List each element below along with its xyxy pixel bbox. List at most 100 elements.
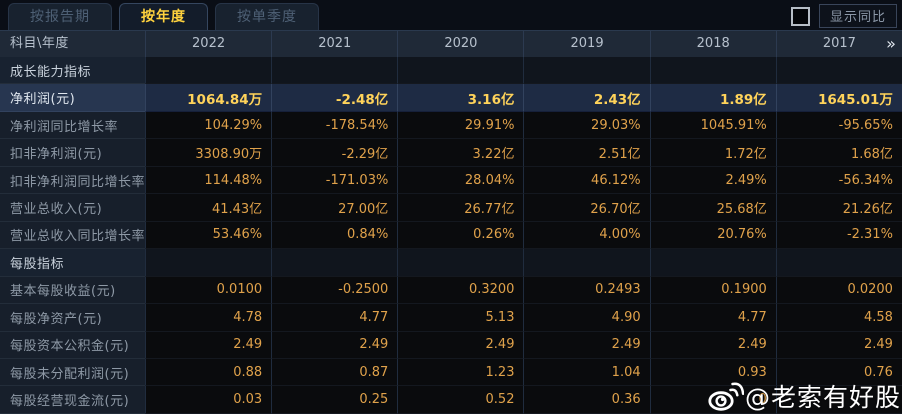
cell: [775, 57, 902, 85]
table-row: 每股未分配利润(元) 0.88 0.87 1.23 1.04 0.93 0.76: [0, 358, 902, 387]
column-header-2019: 2019: [523, 31, 649, 57]
cell: [397, 249, 524, 277]
cell: [775, 386, 902, 414]
column-header-label: 2022: [192, 36, 226, 51]
cell: 4.77: [649, 304, 776, 332]
row-label: 每股净资产(元): [0, 304, 145, 332]
cell: 46.12%: [523, 166, 650, 195]
table-header-row: 科目\年度 2022 2021 2020 2019 2018 2017 »: [0, 30, 902, 57]
table-row: 扣非净利润同比增长率 114.48% -171.03% 28.04% 46.12% 2.4…: [0, 166, 902, 195]
table-row: 营业总收入(元) 41.43亿 27.00亿 26.77亿 26.70亿 25.68亿 21…: [0, 194, 902, 222]
cell: [271, 249, 398, 277]
row-label: 营业总收入同比增长率: [0, 221, 145, 250]
cell: 25.68亿: [649, 194, 776, 222]
table-row: 扣非净利润(元) 3308.90万 -2.29亿 3.22亿 2.51亿 1.72亿 1.6…: [0, 139, 902, 167]
tab-1[interactable]: 按年度: [119, 3, 208, 30]
tab-0[interactable]: 按报告期: [8, 3, 112, 30]
cell: 26.77亿: [397, 194, 524, 222]
cell: 5.13: [397, 304, 524, 332]
cell: 3.16亿: [397, 84, 524, 112]
cell: 0.87: [271, 358, 398, 387]
cell: 29.03%: [523, 111, 650, 140]
cell: 2.49: [397, 331, 524, 359]
column-header-label: 2019: [570, 36, 604, 51]
cell: 4.00%: [523, 221, 650, 250]
cell: [145, 57, 272, 85]
row-label: 扣非净利润同比增长率: [0, 166, 145, 195]
table-row: 每股资本公积金(元) 2.49 2.49 2.49 2.49 2.49 2.49: [0, 331, 902, 359]
cell: 26.70亿: [523, 194, 650, 222]
table-row: 营业总收入同比增长率 53.46% 0.84% 0.26% 4.00% 20.76% -2.…: [0, 221, 902, 250]
column-header-2018: 2018: [649, 31, 776, 57]
cell: [397, 57, 524, 85]
cell: -0.2500: [271, 276, 398, 305]
more-columns-icon[interactable]: »: [886, 34, 896, 53]
cell: 0.93: [649, 358, 776, 387]
cell: 2.49: [649, 331, 776, 359]
cell: 0.03: [145, 386, 272, 414]
cell: 0: [649, 386, 776, 414]
cell: 3308.90万: [145, 139, 272, 167]
cell: 0.0200: [775, 276, 902, 305]
cell: 0.25: [271, 386, 398, 414]
cell: [649, 249, 776, 277]
cell: [523, 57, 650, 85]
cell: 1.89亿: [649, 84, 776, 112]
cell: [649, 57, 776, 85]
column-header-label: 2020: [444, 36, 478, 51]
column-header-2022: 2022: [145, 31, 271, 57]
cell: 1064.84万: [145, 84, 272, 112]
cell: -2.29亿: [271, 139, 398, 167]
cell: 1645.01万: [775, 84, 902, 112]
cell: 3.22亿: [397, 139, 524, 167]
cell: 1.68亿: [775, 139, 902, 167]
table-row: 每股净资产(元) 4.78 4.77 5.13 4.90 4.77 4.58: [0, 304, 902, 332]
cell: 2.49: [775, 331, 902, 359]
cell: 0.88: [145, 358, 272, 387]
row-label: 净利润同比增长率: [0, 111, 145, 140]
cell: 29.91%: [397, 111, 524, 140]
cell: -56.34%: [775, 166, 902, 195]
cell: 27.00亿: [271, 194, 398, 222]
column-header-label: 2018: [696, 36, 730, 51]
column-header-label: 2017: [822, 36, 856, 51]
cell: 53.46%: [145, 221, 272, 250]
corner-header-label: 科目\年度: [10, 36, 69, 51]
row-label: 扣非净利润(元): [0, 139, 145, 167]
table-row: 成长能力指标: [0, 57, 902, 85]
cell: 2.49: [271, 331, 398, 359]
cell: 114.48%: [145, 166, 272, 195]
cell: 0.3200: [397, 276, 524, 305]
tab-2[interactable]: 按单季度: [215, 3, 319, 30]
row-label: 每股资本公积金(元): [0, 331, 145, 359]
cell: -178.54%: [271, 111, 398, 140]
column-header-2020: 2020: [397, 31, 523, 57]
row-label: 每股经营现金流(元): [0, 386, 145, 414]
cell: 104.29%: [145, 111, 272, 140]
cell: 41.43亿: [145, 194, 272, 222]
cell: 4.90: [523, 304, 650, 332]
cell: 1.04: [523, 358, 650, 387]
cell: 0.76: [775, 358, 902, 387]
row-label: 净利润(元): [0, 84, 145, 112]
column-header-label: 2021: [318, 36, 352, 51]
cell: 0.84%: [271, 221, 398, 250]
cell: 28.04%: [397, 166, 524, 195]
cell: [523, 249, 650, 277]
cell: 0.36: [523, 386, 650, 414]
cell: 0.0100: [145, 276, 272, 305]
cell: [145, 249, 272, 277]
table-row: 净利润同比增长率 104.29% -178.54% 29.91% 29.03% 1045.…: [0, 111, 902, 140]
cell: 21.26亿: [775, 194, 902, 222]
row-label: 每股未分配利润(元): [0, 358, 145, 387]
column-header-2017: 2017 »: [775, 31, 902, 57]
show-yoy-checkbox[interactable]: [790, 6, 810, 26]
cell: 2.43亿: [523, 84, 650, 112]
header-controls: 显示同比: [790, 4, 897, 28]
table-row: 每股指标: [0, 249, 902, 277]
cell: 2.49%: [649, 166, 776, 195]
show-yoy-label[interactable]: 显示同比: [818, 4, 897, 28]
cell: [271, 57, 398, 85]
cell: 1045.91%: [649, 111, 776, 140]
